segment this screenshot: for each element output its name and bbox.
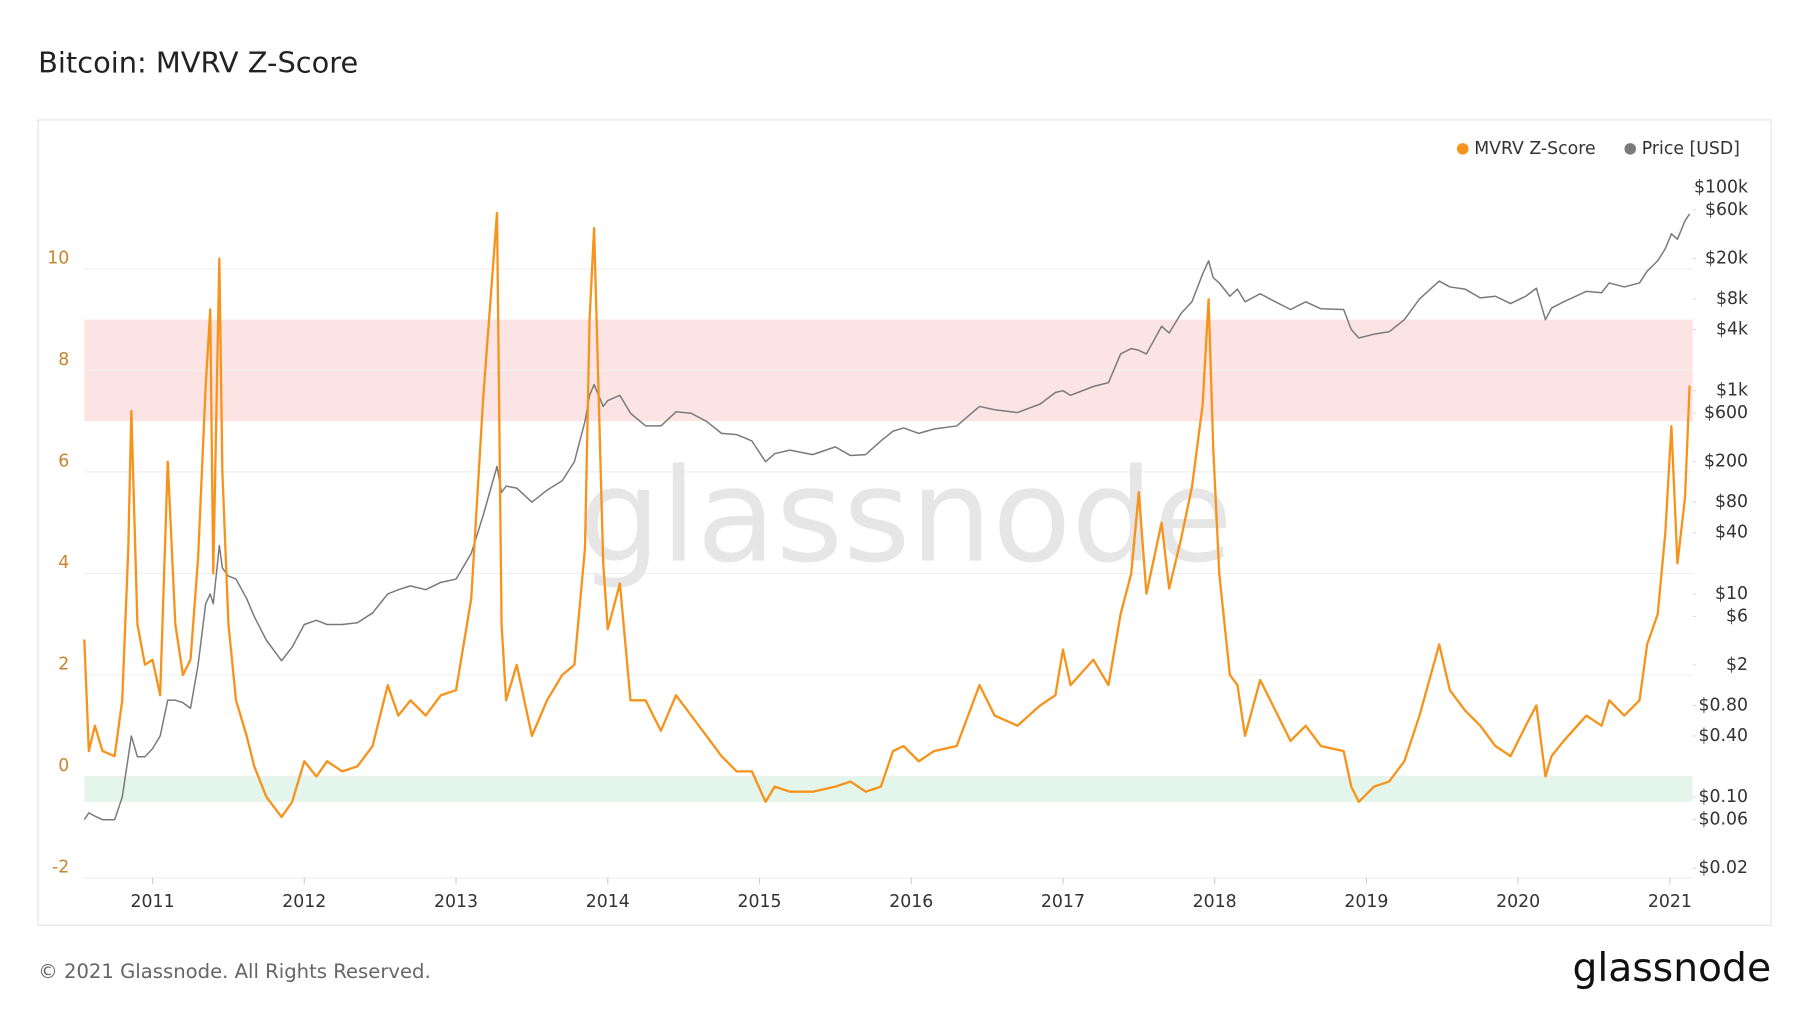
legend-label: MVRV Z-Score	[1474, 139, 1595, 159]
x-tick-label: 2020	[1496, 892, 1540, 912]
y2-tick-label: $10	[1715, 584, 1748, 604]
y2-tick-label: $0.80	[1698, 695, 1748, 715]
y-tick-label: 4	[58, 553, 69, 573]
x-tick-label: 2016	[889, 892, 933, 912]
y-tick-label: 10	[47, 248, 69, 268]
y2-tick-label: $0.40	[1698, 726, 1748, 746]
x-tick-label: 2017	[1041, 892, 1085, 912]
y2-tick-label: $1k	[1716, 381, 1748, 401]
y2-tick-label: $200	[1704, 452, 1748, 472]
y-tick-label: 0	[58, 756, 69, 776]
y2-tick-label: $2	[1726, 655, 1748, 675]
y2-tick-label: $0.06	[1698, 810, 1748, 830]
watermark: glassnode	[579, 442, 1233, 592]
y2-tick-label: $80	[1715, 492, 1748, 512]
y-tick-label: 6	[58, 452, 69, 472]
y2-tick-label: $60k	[1705, 200, 1748, 220]
legend-label: Price [USD]	[1642, 139, 1740, 159]
y2-tick-label: $100k	[1694, 177, 1748, 197]
x-tick-label: 2013	[434, 892, 478, 912]
y2-tick-label: $4k	[1716, 320, 1748, 340]
legend-swatch	[1456, 143, 1469, 155]
x-tick-label: 2019	[1344, 892, 1388, 912]
y2-tick-label: $600	[1704, 403, 1748, 423]
y2-tick-label: $6	[1726, 606, 1748, 626]
y2-tick-label: $20k	[1705, 249, 1748, 269]
zone-band	[84, 776, 1693, 802]
logo: glassnode	[1573, 946, 1772, 991]
y2-tick-label: $0.02	[1698, 858, 1748, 878]
legend-swatch	[1624, 143, 1637, 155]
chart-frame	[37, 119, 1772, 926]
x-tick-label: 2014	[586, 892, 630, 912]
y2-tick-label: $40	[1715, 523, 1748, 543]
footer: © 2021 Glassnode. All Rights Reserved.	[38, 960, 431, 983]
series-line	[83, 213, 1691, 821]
x-tick-label: 2011	[131, 892, 175, 912]
x-tick-label: 2021	[1648, 892, 1692, 912]
y2-tick-label: $8k	[1716, 289, 1748, 309]
y-tick-label: 2	[58, 655, 69, 675]
y-tick-label: -2	[52, 858, 69, 878]
x-tick-label: 2015	[737, 892, 781, 912]
series-line	[83, 211, 1691, 819]
y2-tick-label: $0.10	[1698, 787, 1748, 807]
y-tick-label: 8	[58, 350, 69, 370]
chart-title: Bitcoin: MVRV Z-Score	[38, 46, 358, 80]
x-tick-label: 2012	[282, 892, 326, 912]
x-tick-label: 2018	[1193, 892, 1237, 912]
